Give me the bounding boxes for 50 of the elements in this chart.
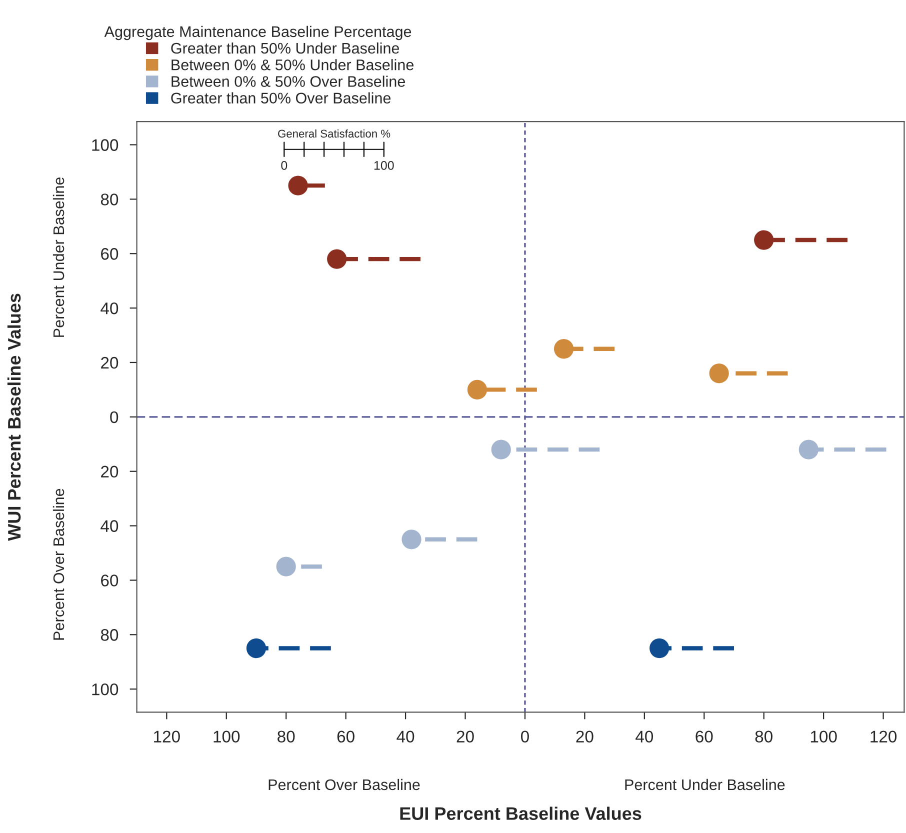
point	[288, 176, 308, 196]
point	[327, 249, 347, 269]
x-tick-label: 100	[214, 730, 240, 743]
point	[276, 556, 296, 576]
y-tick-label: 20	[101, 356, 118, 369]
y-tick-label: 20	[101, 466, 118, 478]
x-tick-label: 80	[278, 730, 295, 743]
x-axis-title: EUI Percent Baseline Values	[400, 806, 642, 820]
text: Percent Under Baseline	[625, 778, 785, 790]
x-tick-label: 100	[810, 730, 837, 743]
y-tick-label: 80	[100, 194, 118, 206]
legend-label: Between 0% & 50% Over Baseline	[172, 76, 405, 87]
point	[491, 440, 511, 460]
x-tick-label: 40	[396, 730, 414, 743]
x-tick-label: 60	[696, 730, 713, 743]
x-tick-label: 120	[154, 730, 180, 743]
x-tick-label: 20	[456, 730, 474, 743]
legend-label: Greater than 50% Over Baseline	[171, 92, 391, 104]
y-tick-label: 100	[92, 139, 118, 151]
y-tick-label: 100	[92, 683, 118, 696]
text: Percent Over Baseline	[52, 488, 64, 640]
point	[246, 638, 266, 658]
y-tick-label: 60	[101, 248, 118, 260]
y-tick-label: 60	[101, 574, 118, 586]
x-tick-label: 0	[520, 730, 529, 743]
x-tick-label: 60	[337, 730, 354, 743]
point	[709, 364, 729, 384]
point	[754, 230, 774, 250]
y-tick-label: 80	[100, 629, 118, 641]
y-tick-label: 0	[110, 411, 118, 424]
y-tick-label: 40	[100, 302, 118, 314]
x-tick-label: 20	[576, 730, 594, 743]
text: Percent Under Baseline	[52, 177, 64, 337]
point	[467, 380, 488, 400]
legend-label: Greater than 50% Under Baseline	[171, 42, 400, 54]
annotation: 0	[281, 161, 288, 170]
text: Percent Over Baseline	[268, 778, 420, 790]
y-tick-label: 40	[100, 520, 118, 532]
legend-label: Between 0% & 50% Under Baseline	[172, 59, 414, 70]
x-tick-label: 120	[870, 730, 897, 743]
annotation: 100	[374, 161, 394, 170]
x-tick-label: 80	[755, 730, 772, 743]
x-tick-label: 40	[636, 730, 654, 743]
point	[402, 530, 422, 550]
annotation: General Satisfaction %	[278, 129, 390, 138]
y-axis-title: WUI Percent Baseline Values	[7, 294, 21, 541]
point	[798, 440, 818, 460]
point	[650, 638, 670, 658]
point	[554, 339, 574, 359]
legend-title: Aggregate Maintenance Baseline Percentage	[104, 26, 412, 40]
